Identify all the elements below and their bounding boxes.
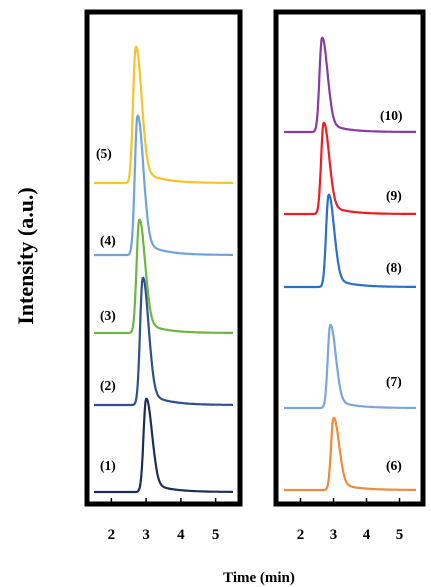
series-label: (7) [386, 374, 402, 389]
series-label: (4) [100, 233, 116, 248]
series-label: (3) [100, 308, 116, 323]
series-line [283, 36, 417, 134]
x-tick-label: 3 [330, 527, 338, 543]
x-tick-label: 3 [142, 527, 150, 543]
panel-frame-left [84, 9, 243, 507]
x-tick-label: 5 [396, 527, 404, 543]
series-label: (9) [386, 188, 402, 203]
series-line [283, 416, 417, 492]
x-tick-label: 2 [108, 527, 116, 543]
panel-frame-right [273, 9, 426, 507]
series-line [283, 193, 417, 289]
series-line [93, 276, 234, 407]
x-tick-label: 5 [212, 527, 220, 543]
x-tick-label: 2 [297, 527, 305, 543]
series-label: (1) [100, 458, 116, 473]
series-label: (10) [380, 108, 403, 123]
series-label: (6) [386, 458, 402, 473]
series-label: (5) [96, 146, 112, 161]
x-tick-label: 4 [363, 527, 371, 543]
series-line [283, 323, 417, 410]
series-line [93, 218, 234, 335]
y-axis-label: Intensity (a.u.) [13, 187, 38, 325]
series-line [283, 121, 417, 216]
series-line [93, 114, 234, 257]
series-label: (8) [386, 260, 402, 275]
x-axis-label: Time (min) [223, 570, 295, 586]
series-line [93, 45, 234, 185]
series-line [93, 397, 234, 494]
series-label: (2) [100, 378, 116, 393]
x-tick-label: 4 [177, 527, 185, 543]
